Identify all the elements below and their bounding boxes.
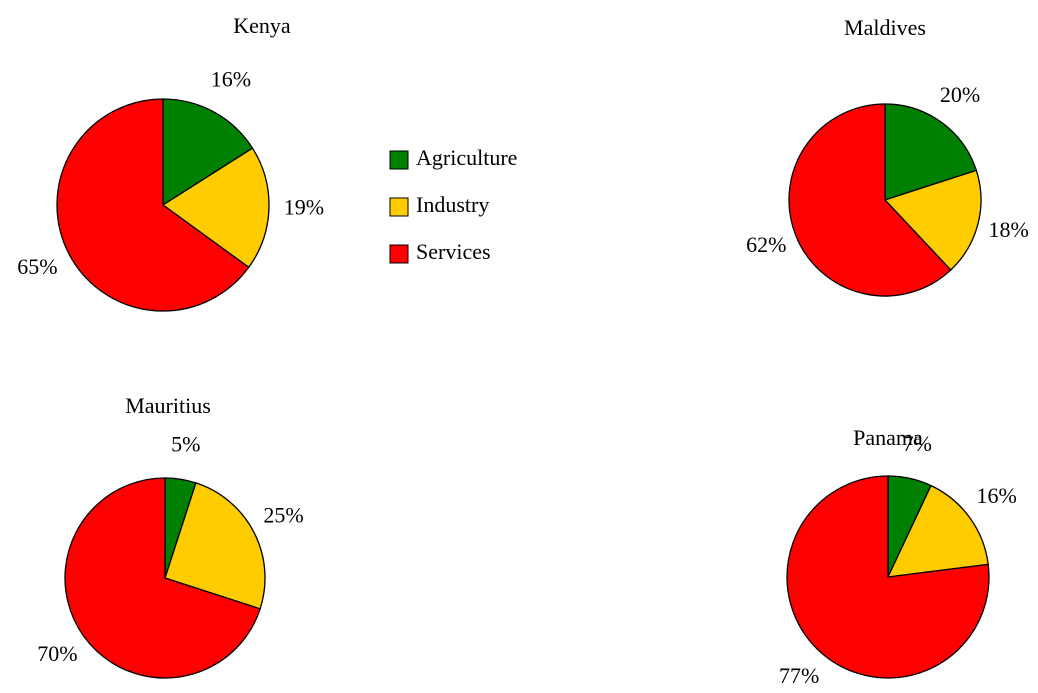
data-label: 5%: [171, 432, 200, 457]
pie-slice: [56, 98, 250, 312]
pie-slice: [788, 103, 952, 297]
data-label: 65%: [17, 254, 57, 279]
chart-title: Kenya: [233, 13, 291, 38]
data-label: 25%: [263, 503, 303, 528]
pie-slice: [162, 98, 254, 207]
chart-title: Mauritius: [125, 393, 211, 418]
chart-title: Panama: [853, 425, 923, 450]
legend-label: Industry: [416, 192, 489, 217]
legend-swatch: [389, 150, 409, 170]
chart-title: Maldives: [844, 15, 926, 40]
data-label: 62%: [746, 232, 786, 257]
pie-slice: [883, 169, 982, 271]
legend-label: Agriculture: [416, 145, 517, 170]
data-label: 18%: [989, 217, 1029, 242]
pie-slice: [884, 103, 978, 201]
pie-slice: [161, 147, 270, 269]
data-label: 20%: [940, 82, 980, 107]
pie-slice: [164, 482, 266, 610]
legend-label: Services: [416, 239, 491, 264]
pie-slice: [886, 484, 989, 578]
data-label: 16%: [977, 483, 1017, 508]
data-label: 16%: [211, 67, 251, 92]
data-label: 77%: [779, 663, 819, 688]
legend-swatch: [389, 244, 409, 264]
data-label: 70%: [37, 641, 77, 666]
pie-slice: [64, 477, 261, 679]
pie-slice: [786, 475, 990, 679]
legend-swatch: [389, 197, 409, 217]
data-label: 7%: [903, 431, 932, 456]
data-label: 19%: [284, 194, 324, 219]
